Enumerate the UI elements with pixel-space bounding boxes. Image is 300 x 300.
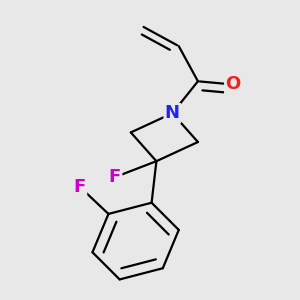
Text: F: F bbox=[109, 168, 121, 186]
Text: O: O bbox=[226, 76, 241, 94]
Text: N: N bbox=[165, 104, 180, 122]
Text: F: F bbox=[74, 178, 86, 196]
